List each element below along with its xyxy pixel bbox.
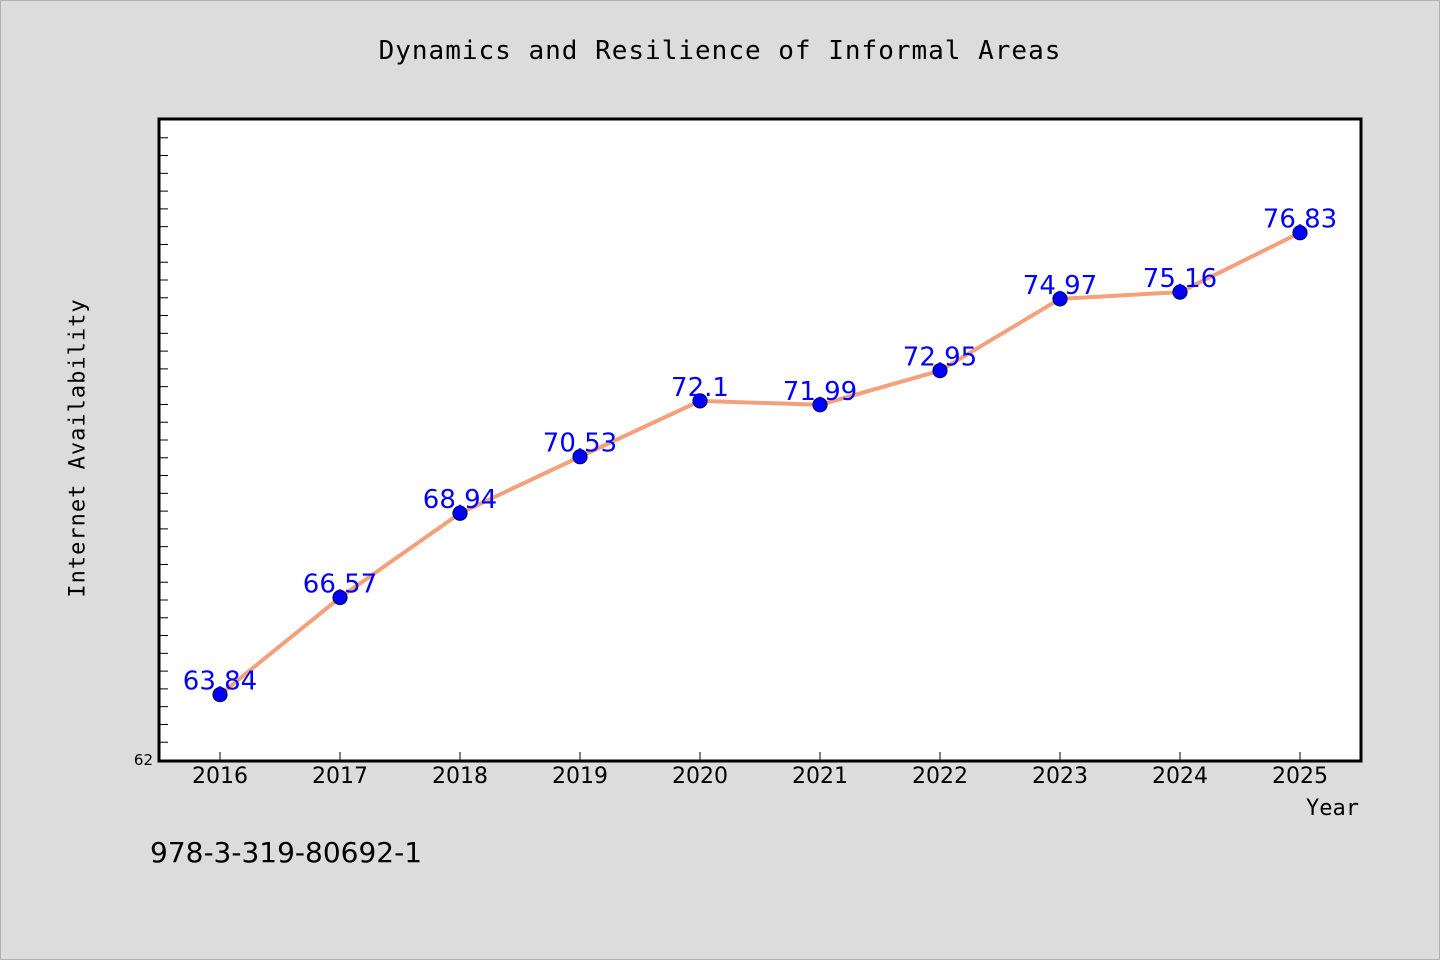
x-axis-ticks: 2016 2017 2018 2019 2020 2021 2022 2023 2024 2025 bbox=[192, 752, 1328, 789]
x-tick-label: 2017 bbox=[312, 764, 368, 789]
data-point bbox=[1172, 284, 1188, 300]
data-label: 68.94 bbox=[423, 485, 497, 515]
data-point bbox=[332, 589, 348, 606]
y-axis-ticks: 62 bbox=[134, 137, 168, 769]
x-tick-label: 2019 bbox=[552, 764, 608, 789]
data-point bbox=[572, 449, 588, 465]
data-point bbox=[692, 393, 708, 409]
data-label: 74.97 bbox=[1023, 271, 1097, 301]
data-point bbox=[1292, 225, 1308, 241]
data-label: 76.83 bbox=[1263, 205, 1337, 235]
x-tick-label: 2018 bbox=[432, 764, 488, 789]
data-label: 63.84 bbox=[183, 667, 257, 697]
data-label: 66.57 bbox=[303, 570, 377, 600]
data-point bbox=[212, 686, 228, 703]
plot-area bbox=[157, 117, 1363, 763]
data-labels: 63.84 66.57 68.94 70.53 72.1 71.99 72.95 74.97 7… bbox=[183, 205, 1337, 697]
data-label: 70.53 bbox=[543, 429, 617, 459]
data-label: 72.95 bbox=[903, 343, 977, 373]
y-tick-label: 62 bbox=[134, 751, 153, 769]
x-tick-label: 2025 bbox=[1272, 764, 1328, 789]
y-axis-label: Internet Availability bbox=[65, 298, 91, 598]
series-line bbox=[218, 230, 1302, 697]
footer-code: 978-3-319-80692-1 bbox=[150, 836, 423, 869]
chart-title: Dynamics and Resilience of Informal Area… bbox=[378, 36, 1062, 66]
x-tick-label: 2023 bbox=[1032, 764, 1088, 789]
data-point bbox=[812, 397, 828, 413]
data-point bbox=[1052, 291, 1068, 307]
x-tick-label: 2022 bbox=[912, 764, 968, 789]
x-tick-label: 2020 bbox=[672, 764, 728, 789]
x-tick-label: 2016 bbox=[192, 764, 248, 789]
data-label: 75.16 bbox=[1143, 264, 1217, 294]
data-point bbox=[452, 505, 468, 521]
data-label: 72.1 bbox=[671, 373, 729, 403]
x-tick-label: 2024 bbox=[1152, 764, 1208, 789]
data-points bbox=[212, 225, 1308, 703]
data-point bbox=[932, 363, 948, 379]
x-axis-label: Year bbox=[1306, 796, 1359, 821]
x-tick-label: 2021 bbox=[792, 764, 848, 789]
data-label: 71.99 bbox=[783, 377, 857, 407]
